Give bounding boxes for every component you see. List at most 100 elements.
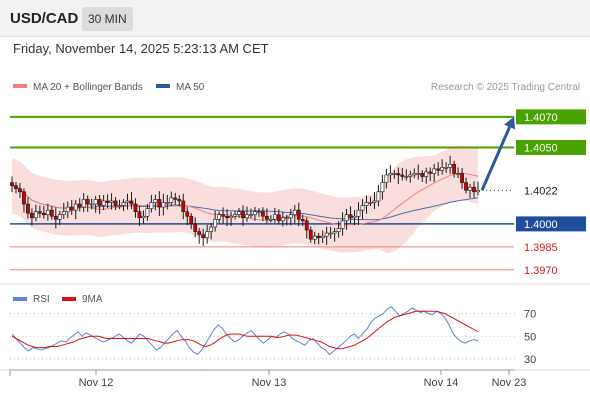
candle [73,199,78,220]
candle-body [121,202,126,206]
candle [209,223,214,240]
bollinger-band [12,145,478,254]
candle [241,205,245,226]
candle-body [77,203,82,208]
candle-body [97,199,102,206]
candle [432,163,437,183]
candle-body [153,199,158,203]
candle-body [316,235,321,238]
candle [324,226,329,245]
candle-body [472,186,476,193]
x-tick-label: Nov 14 [424,377,459,389]
candle [233,210,237,220]
candle [356,202,361,225]
candle-body [85,199,90,205]
candle-body [432,168,437,174]
candle-body [89,203,94,206]
candle-body [292,209,297,216]
candle [300,214,305,227]
candle [444,162,449,173]
candle-body [280,217,285,222]
candle [205,224,210,244]
legend-label: MA 50 [176,82,205,93]
candle-body [37,211,42,214]
candle-body [404,176,409,178]
candle [284,214,289,226]
candle-body [364,202,369,206]
candle-body [257,211,261,213]
candle-body [440,167,445,171]
candle-body [161,202,166,208]
candle-body [125,200,130,203]
candle [185,206,190,226]
candle [221,207,225,224]
candle [288,208,293,226]
candle [348,206,353,224]
chart-datetime: Friday, November 14, 2025 5:23:13 AM CET [13,41,269,56]
symbol-title: USD/CAD [10,10,79,27]
candle [49,206,54,220]
candle-body [412,173,417,176]
candle-body [420,173,425,177]
candle-body [165,202,170,204]
candle-body [237,211,241,216]
candle-body [296,209,301,220]
candle-body [372,200,377,203]
candle-body [268,219,273,221]
candle-body [145,208,150,217]
candle [384,168,389,189]
rsi-tick-label: 70 [524,309,536,321]
x-tick-label: Nov 23 [492,377,527,389]
candle [249,208,253,219]
candle-body [456,173,460,175]
candle-body [284,217,289,220]
candle [376,184,381,207]
candle-body [376,191,381,202]
candle [18,182,22,198]
price-label-box [516,139,586,155]
candle [308,226,313,243]
candle [201,228,206,247]
candle-body [169,197,174,203]
candle [412,168,417,179]
candle-body [272,214,277,220]
candle [10,176,14,193]
candle [65,201,70,219]
x-tick-label: Nov 13 [252,377,287,389]
candle-body [384,174,389,183]
candle [396,167,401,185]
candle [97,194,102,215]
candle-body [69,206,74,211]
candle-body [229,215,233,219]
candle [161,193,166,216]
candle-body [308,229,313,240]
candles [10,155,480,247]
candle [468,183,472,198]
candle-body [436,168,441,171]
timeframe-button[interactable]: 30 MIN [82,7,133,31]
candle [360,199,365,220]
candle [149,194,154,213]
candle [61,202,66,219]
candle-body [344,214,349,222]
candle [197,227,202,244]
candle-body [452,163,457,174]
candle-body [149,202,154,209]
candle [280,211,285,227]
candle-body [33,211,38,219]
candle [125,193,130,210]
candle-body [304,220,309,231]
candle [464,177,468,194]
candle-body [30,212,34,219]
rsi-legend: RSI 9MA [13,294,103,305]
rsi-tick-label: 30 [524,354,536,366]
candle [81,193,86,213]
candle [145,203,150,221]
candle-body [10,182,14,186]
candle-body [352,215,357,219]
candle [304,217,309,239]
candle [181,193,186,220]
candle-body [22,191,26,205]
candle [372,191,377,209]
candle-body [380,182,385,193]
